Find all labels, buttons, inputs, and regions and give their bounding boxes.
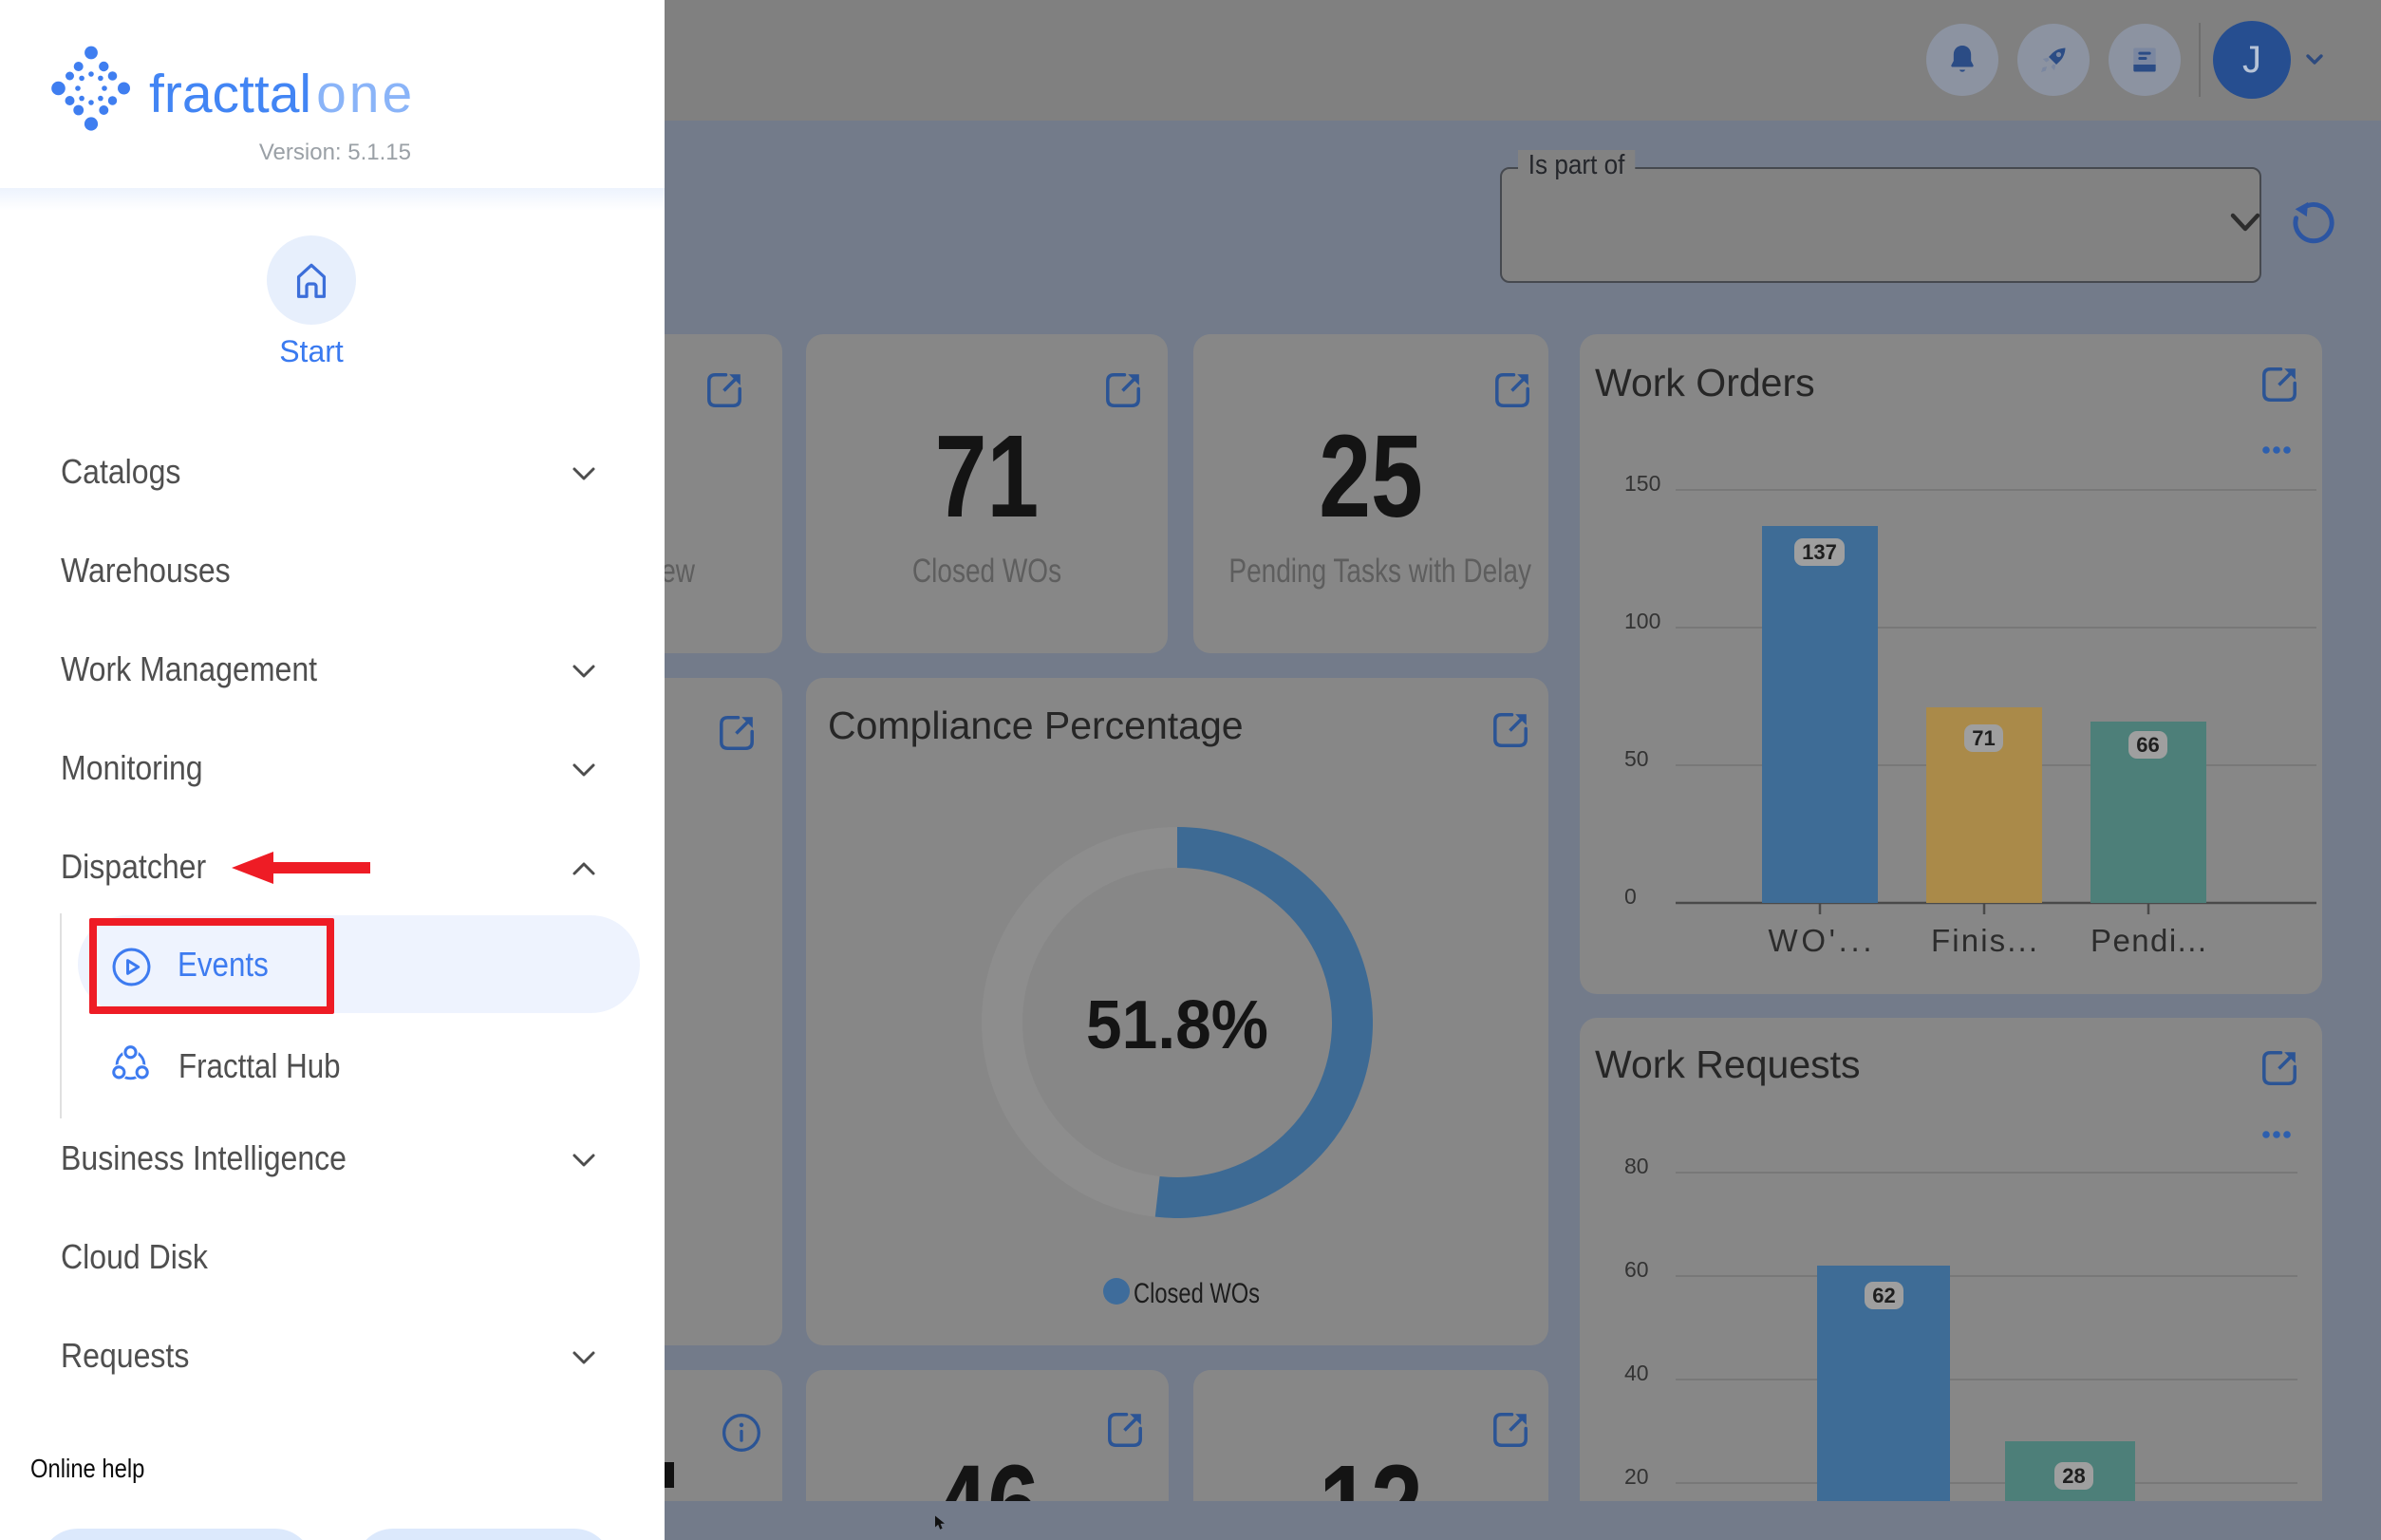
svg-text:Finis...: Finis...	[1931, 923, 2037, 958]
svg-text:0: 0	[1624, 884, 1637, 909]
svg-text:28: 28	[2062, 1464, 2085, 1488]
svg-text:50: 50	[1624, 746, 1649, 771]
svg-text:60: 60	[1624, 1257, 1649, 1282]
svg-text:40: 40	[1624, 1361, 1649, 1385]
svg-text:80: 80	[1624, 1154, 1649, 1178]
svg-text:71: 71	[1972, 726, 1995, 750]
svg-text:137: 137	[1802, 540, 1837, 564]
svg-text:150: 150	[1624, 471, 1660, 496]
svg-text:20: 20	[1624, 1464, 1649, 1489]
svg-text:62: 62	[1872, 1284, 1895, 1307]
svg-text:Pendi...: Pendi...	[2090, 923, 2206, 958]
svg-text:WO'...: WO'...	[1769, 923, 1872, 958]
svg-text:100: 100	[1624, 609, 1660, 633]
svg-text:66: 66	[2136, 733, 2159, 757]
